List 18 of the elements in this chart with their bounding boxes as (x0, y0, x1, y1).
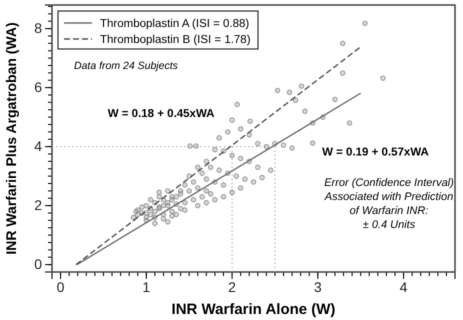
y-tick-label: 4 (34, 138, 42, 154)
x-tick-label: 0 (56, 278, 65, 295)
legend-label: Thromboplastin B (ISI = 1.78) (100, 34, 251, 46)
legend-label: Thromboplastin A (ISI = 0.88) (100, 18, 250, 30)
y-tick-label: 0 (34, 256, 42, 272)
annotation: W = 0.19 + 0.57xWA (322, 146, 429, 158)
y-tick-label: 2 (34, 197, 42, 214)
x-tick-label: 1 (142, 278, 150, 295)
y-tick-label: 8 (34, 20, 42, 36)
annotation: Data from 24 Subjects (74, 60, 179, 72)
y-tick-label: 6 (34, 79, 42, 96)
x-axis-title: INR Warfarin Alone (W) (172, 301, 336, 318)
annotation: Error (Confidence Interval) Associated with Prediction of Warfarin INR: ± 0.4 Units (324, 177, 454, 231)
x-tick-label: 3 (314, 278, 322, 295)
x-tick-label: 4 (400, 278, 408, 295)
annotation: W = 0.18 + 0.45xWA (108, 108, 214, 120)
y-axis-title: INR Warfarin Plus Argatroban (WA) (3, 22, 19, 255)
x-tick-label: 2 (228, 278, 236, 295)
